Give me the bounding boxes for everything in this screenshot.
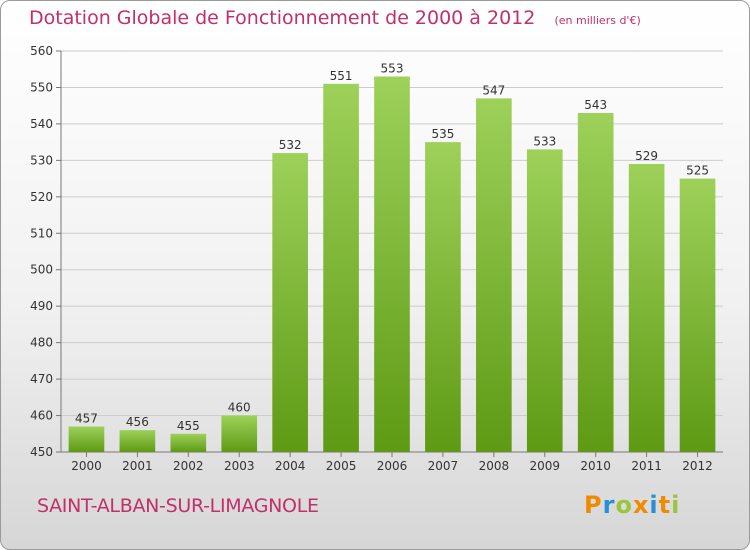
x-tick-label: 2001 [122,459,153,473]
data-label: 460 [228,401,251,415]
logo-letter: P [584,491,603,519]
y-tick-label: 560 [30,44,53,58]
y-tick-label: 450 [30,445,53,459]
x-tick-label: 2002 [173,459,204,473]
bar-2007 [425,142,461,453]
data-label: 532 [279,138,302,152]
chart-title: Dotation Globale de Fonctionnement de 20… [29,7,536,29]
data-label: 525 [686,164,709,178]
y-tick-label: 500 [30,263,53,277]
data-label: 551 [330,69,353,83]
bar-2008 [476,98,512,453]
title-row: Dotation Globale de Fonctionnement de 20… [29,7,641,29]
data-label: 535 [431,127,454,141]
unit-note: (en milliers d'€) [554,14,641,27]
logo-letter: r [602,491,616,519]
x-tick-label: 2000 [71,459,102,473]
data-label: 456 [126,415,149,429]
bar-2012 [679,178,716,452]
logo-letter: o [615,491,633,519]
x-tick-label: 2007 [428,459,459,473]
x-tick-label: 2010 [580,459,611,473]
x-tick-label: 2012 [682,459,713,473]
data-label: 529 [635,149,658,163]
x-tick-label: 2006 [377,459,408,473]
logo-letter: i [671,491,681,519]
y-tick-label: 550 [30,80,53,94]
data-label: 543 [584,98,607,112]
x-tick-label: 2005 [326,459,357,473]
x-tick-label: 2003 [224,459,255,473]
data-label: 533 [533,134,556,148]
data-label: 553 [381,62,404,76]
x-tick-label: 2011 [631,459,662,473]
bar-2000 [68,426,105,452]
bar-2011 [628,164,665,452]
y-tick-label: 490 [30,299,53,313]
y-tick-label: 460 [30,409,53,423]
y-tick-label: 540 [30,117,53,131]
data-label: 457 [75,411,98,425]
bar-2005 [323,83,359,453]
data-label: 455 [177,419,200,433]
data-label: 547 [482,83,505,97]
bar-2003 [221,415,258,452]
y-tick-label: 520 [30,190,53,204]
bar-2010 [577,112,614,453]
bar-2004 [272,153,308,452]
x-tick-label: 2009 [529,459,560,473]
proxiti-logo: Proxiti [584,491,680,519]
y-tick-label: 510 [30,226,53,240]
bar-2006 [374,76,410,452]
y-tick-label: 480 [30,336,53,350]
logo-letter: t [658,491,672,519]
logo-letter: x [632,491,650,519]
logo-letter: i [649,491,659,519]
bar-2002 [170,433,207,452]
y-tick-label: 470 [30,372,53,386]
commune-name: SAINT-ALBAN-SUR-LIMAGNOLE [37,495,319,517]
bar-2001 [119,430,156,452]
x-tick-label: 2008 [479,459,510,473]
y-tick-label: 530 [30,153,53,167]
bar-2009 [526,149,563,452]
x-tick-label: 2004 [275,459,306,473]
